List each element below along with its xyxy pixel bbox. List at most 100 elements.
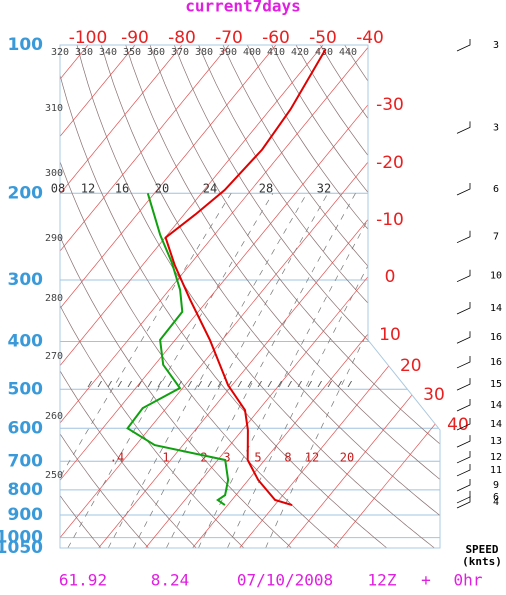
mixing-ratio-line: [60, 193, 232, 548]
footer-text: 07/10/2008: [237, 571, 333, 590]
dry-adiabat: [60, 45, 102, 548]
mixing-ratio-label: 24: [203, 182, 217, 196]
temperature-profile: [164, 48, 327, 507]
mixing-ratio-label: 1: [162, 451, 169, 465]
y-tick-label: 500: [8, 379, 44, 399]
footer-text: 0hr: [454, 571, 483, 590]
isotherm: [60, 45, 183, 548]
mixing-ratio-label: 12: [305, 451, 319, 465]
wind-speed: 3: [493, 40, 499, 51]
mixing-ratio-label: 2: [200, 451, 207, 465]
dry-adiabat: [246, 45, 440, 548]
mixing-ratio-label: 08: [51, 182, 65, 196]
wind-barb: [456, 463, 471, 477]
y-tick-label: 600: [8, 418, 44, 438]
plot-border: [59, 44, 441, 549]
dry-adiabat: [149, 45, 440, 548]
mixing-ratio-label: 5: [254, 451, 261, 465]
x-tick-label: 30: [423, 385, 445, 405]
isotherm: [60, 45, 324, 548]
theta-label: 270: [45, 351, 63, 362]
wind-barb: [456, 230, 471, 244]
wind-speed: 7: [493, 232, 499, 243]
y-tick-label: 300: [8, 270, 44, 290]
footer-text: 8.24: [151, 571, 190, 590]
wind-barb: [456, 496, 471, 509]
wind-speed: 15: [490, 379, 502, 390]
mixing-ratio-line: [132, 193, 329, 548]
mixing-ratio-label: 28: [259, 182, 273, 196]
mixing-ratio-label: 3: [223, 451, 230, 465]
x-tick-label: -30: [376, 95, 404, 115]
y-tick-label: 1050: [0, 538, 43, 558]
wind-barb: [456, 378, 471, 391]
dewpoint-profile: [126, 193, 230, 506]
wind-speed: 12: [490, 452, 502, 463]
theta-label: 350: [123, 47, 141, 58]
wind-barb: [456, 331, 471, 344]
x-tick-label: 20: [400, 356, 422, 376]
y-tick-label: 400: [8, 332, 44, 352]
chart-title: current7days: [185, 0, 301, 16]
isotherm: [239, 45, 440, 548]
wind-speed: 6: [493, 492, 499, 503]
wind-barb: [456, 182, 471, 196]
mixing-ratio-label: 20: [155, 182, 169, 196]
mixing-ratio-line: [67, 193, 274, 548]
dry-adiabat: [76, 45, 435, 548]
x-tick-label: -100: [69, 28, 108, 48]
isotherm: [60, 45, 277, 548]
mixing-ratio-label: 16: [115, 182, 129, 196]
wind-speed: 11: [490, 465, 502, 476]
theta-label: 260: [45, 411, 63, 422]
wind-barb: [456, 355, 471, 369]
wind-barb: [456, 417, 471, 431]
wind-speed: 4: [493, 497, 499, 508]
plot-area: [60, 45, 440, 548]
wind-speed: 14: [490, 400, 502, 411]
mixing-ratio-line: [227, 193, 407, 548]
footer-text: 12Z: [368, 571, 397, 590]
wind-barb: [456, 121, 471, 134]
wind-speed: 16: [490, 332, 502, 343]
theta-label: 390: [219, 47, 237, 58]
wind-speed: 14: [490, 303, 502, 314]
dry-adiabat: [60, 45, 245, 548]
dry-adiabat: [125, 45, 440, 548]
overlay: 10020030040050060070080090010001050-100-…: [0, 28, 502, 590]
y-tick-label: 800: [8, 480, 44, 500]
theta-label: 440: [339, 47, 357, 58]
wind-barb: [456, 269, 471, 283]
isotherm: [145, 45, 440, 548]
isotherm: [286, 45, 440, 548]
y-tick-label: 900: [8, 505, 44, 525]
mixing-ratio-line: [107, 193, 308, 548]
dry-adiabat: [60, 45, 388, 548]
theta-label: 340: [99, 47, 117, 58]
x-tick-label: 10: [379, 325, 401, 345]
theta-label: 370: [171, 47, 189, 58]
wind-barb: [456, 398, 471, 412]
wind-axis-label: (knts): [462, 555, 502, 568]
wind-barb: [456, 39, 471, 52]
dry-adiabat: [198, 45, 440, 548]
y-tick-label: 200: [8, 183, 44, 203]
isotherm: [192, 45, 440, 548]
mixing-ratio-label: .4: [110, 451, 124, 465]
x-tick-label: -40: [356, 28, 384, 48]
wind-speed: 13: [490, 436, 502, 447]
isotherm: [98, 45, 440, 548]
mixing-ratio-label: 8: [284, 451, 291, 465]
theta-label: 420: [291, 47, 309, 58]
isotherm: [60, 45, 371, 548]
wind-speed: 6: [493, 184, 499, 195]
y-tick-label: 700: [8, 451, 44, 471]
x-tick-label: -10: [376, 210, 404, 230]
footer-text: 61.92: [59, 571, 107, 590]
isotherm: [60, 45, 440, 548]
wind-barb: [456, 490, 471, 504]
theta-label: 400: [243, 47, 261, 58]
x-tick-label: -90: [121, 28, 149, 48]
y-tick-label: 100: [8, 35, 44, 55]
